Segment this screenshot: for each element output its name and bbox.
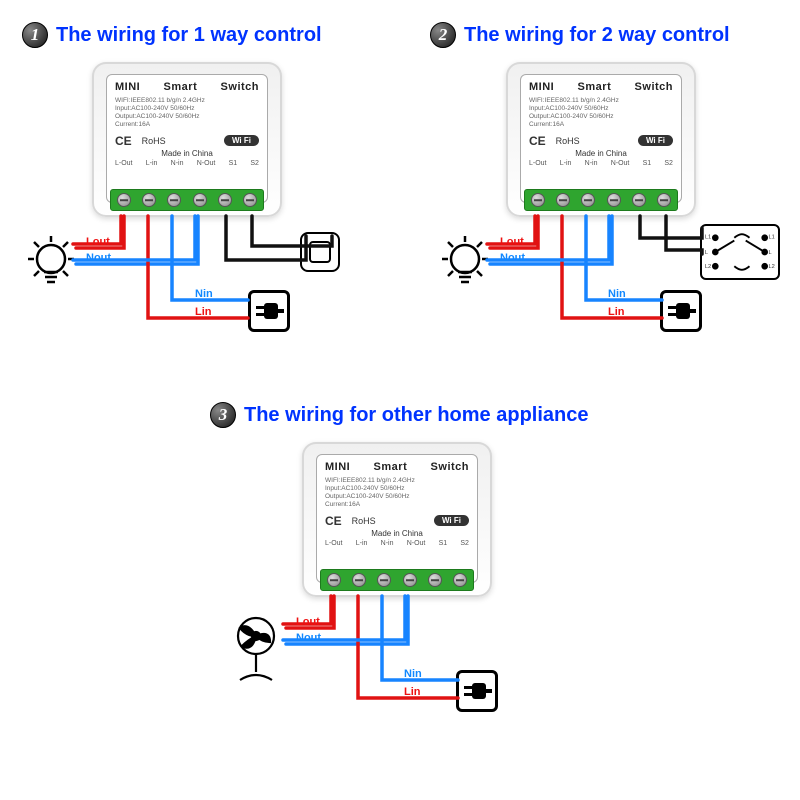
badge-1: 1 xyxy=(22,22,48,48)
mod-certs: CE RoHS Wi Fi xyxy=(115,134,259,148)
wifi-pill: Wi Fi xyxy=(224,135,259,146)
svg-text:L2: L2 xyxy=(769,264,775,270)
svg-text:L: L xyxy=(705,250,708,256)
module-inner-1: MINI Smart Switch WIFI:IEEE802.11 b/g/n … xyxy=(106,74,268,203)
t0: L-Out xyxy=(115,160,133,167)
spec0: WIFI:IEEE802.11 b/g/n 2.4GHz xyxy=(115,97,259,105)
svg-text:L: L xyxy=(769,250,772,256)
badge-3: 3 xyxy=(210,402,236,428)
mod-t1: Smart xyxy=(164,81,198,93)
bulb-icon-2 xyxy=(440,234,490,294)
t1: L-in xyxy=(146,160,158,167)
lbl-lout-3: Lout xyxy=(296,616,320,628)
t4: S1 xyxy=(229,160,238,167)
mod-title: MINI Smart Switch xyxy=(115,81,259,93)
section-3: 3 The wiring for other home appliance xyxy=(210,402,588,428)
lbl-nin-2: Nin xyxy=(608,288,626,300)
t2: N-in xyxy=(171,160,184,167)
lbl-lout-1: Lout xyxy=(86,236,110,248)
title-1: The wiring for 1 way control xyxy=(56,24,322,47)
svg-text:L1: L1 xyxy=(769,235,775,241)
module-1: MINI Smart Switch WIFI:IEEE802.11 b/g/n … xyxy=(92,62,282,217)
section-1: 1 The wiring for 1 way control xyxy=(22,22,322,48)
plug-icon-1 xyxy=(248,290,290,332)
section-2: 2 The wiring for 2 way control xyxy=(430,22,730,48)
rohs: RoHS xyxy=(142,136,166,146)
title-2: The wiring for 2 way control xyxy=(464,24,730,47)
lbl-lin-3: Lin xyxy=(404,686,421,698)
lbl-lin-2: Lin xyxy=(608,306,625,318)
lbl-nin-3: Nin xyxy=(404,668,422,680)
plug-icon-2 xyxy=(660,290,702,332)
spec1: Input:AC100-240V 50/60Hz xyxy=(115,105,259,113)
lbl-nout-1: Nout xyxy=(86,252,111,264)
lbl-nout-3: Nout xyxy=(296,632,321,644)
mod-specs: WIFI:IEEE802.11 b/g/n 2.4GHz Input:AC100… xyxy=(115,97,259,130)
dbl-switch-icon: L1 L L2 L1 L L2 xyxy=(700,224,780,280)
lbl-lout-2: Lout xyxy=(500,236,524,248)
title-3: The wiring for other home appliance xyxy=(244,404,588,427)
term-strip xyxy=(110,189,264,211)
ce: CE xyxy=(115,134,132,148)
svg-text:L2: L2 xyxy=(705,264,711,270)
mod-t2: Switch xyxy=(221,81,259,93)
plug-icon-3 xyxy=(456,670,498,712)
lbl-nin-1: Nin xyxy=(195,288,213,300)
svg-text:L1: L1 xyxy=(705,235,711,241)
made: Made in China xyxy=(115,149,259,158)
lbl-lin-1: Lin xyxy=(195,306,212,318)
module-2: MINI Smart Switch WIFI:IEEE802.11 b/g/n … xyxy=(506,62,696,217)
bulb-icon-1 xyxy=(26,234,76,294)
title-row-1: 1 The wiring for 1 way control xyxy=(22,22,322,48)
t5: S2 xyxy=(250,160,259,167)
lbl-nout-2: Nout xyxy=(500,252,525,264)
spec2: Output:AC100-240V 50/60Hz xyxy=(115,113,259,121)
spec3: Current:16A xyxy=(115,121,259,129)
terms: L-Out L-in N-in N-Out S1 S2 xyxy=(115,160,259,167)
switch-icon-1 xyxy=(300,232,340,272)
t3: N-Out xyxy=(197,160,216,167)
module-3: MINI Smart Switch WIFI:IEEE802.11 b/g/n … xyxy=(302,442,492,597)
mod-t0: MINI xyxy=(115,81,140,93)
badge-2: 2 xyxy=(430,22,456,48)
fan-icon xyxy=(230,614,282,686)
